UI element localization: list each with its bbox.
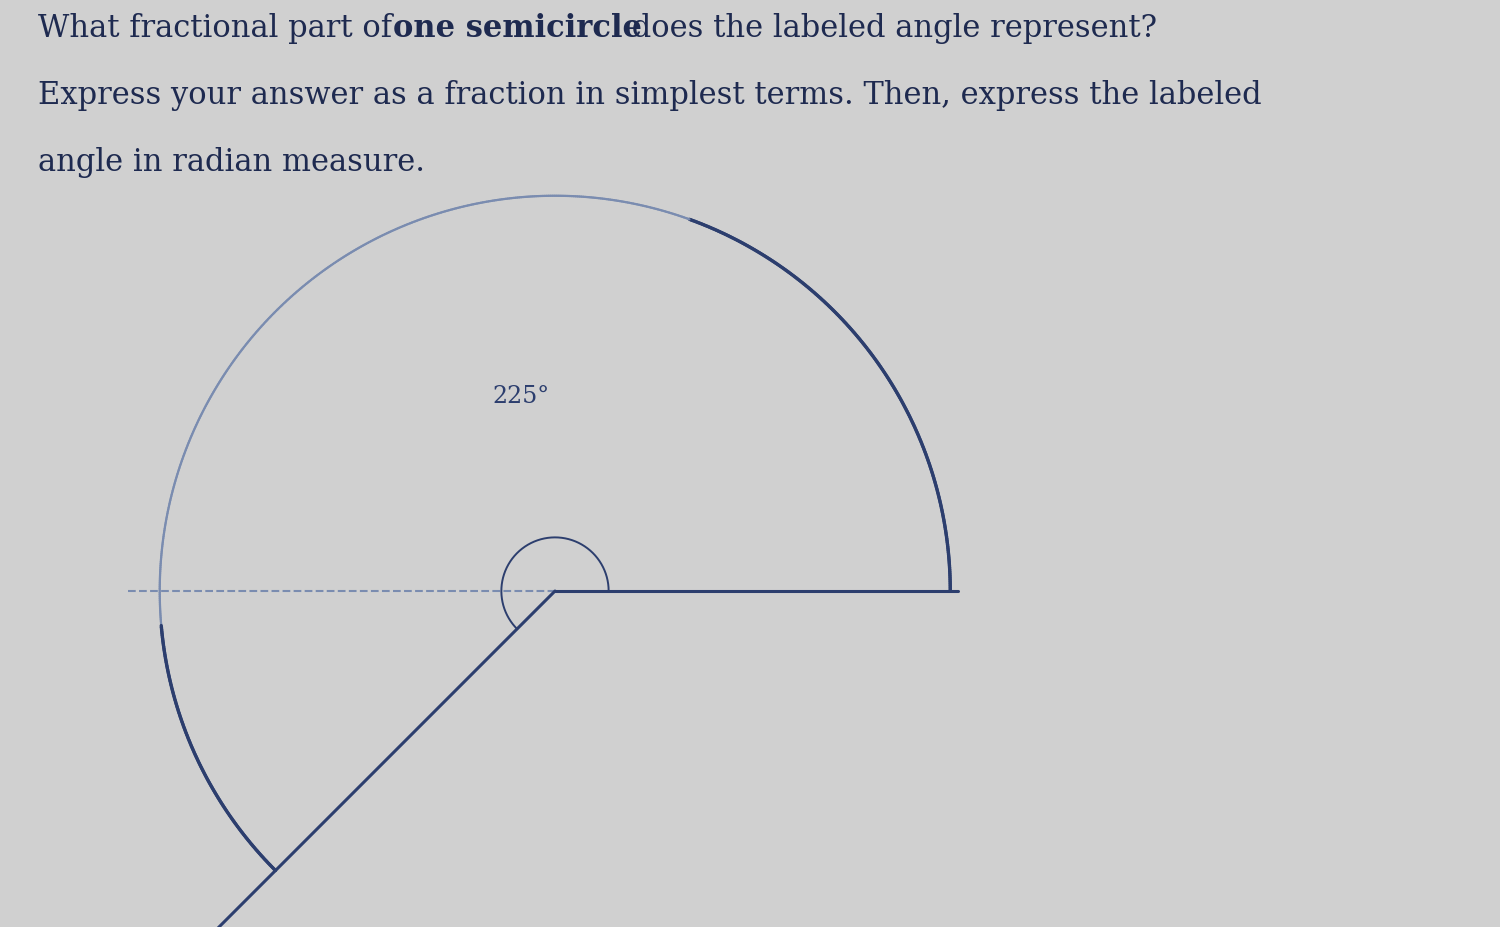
Text: What fractional part of: What fractional part of (38, 13, 402, 44)
Text: Express your answer as a fraction in simplest terms. Then, express the labeled: Express your answer as a fraction in sim… (38, 80, 1262, 111)
Text: angle in radian measure.: angle in radian measure. (38, 146, 424, 178)
Text: one semicircle: one semicircle (393, 13, 642, 44)
Text: 225°: 225° (492, 385, 549, 408)
Text: does the labeled angle represent?: does the labeled angle represent? (622, 13, 1158, 44)
